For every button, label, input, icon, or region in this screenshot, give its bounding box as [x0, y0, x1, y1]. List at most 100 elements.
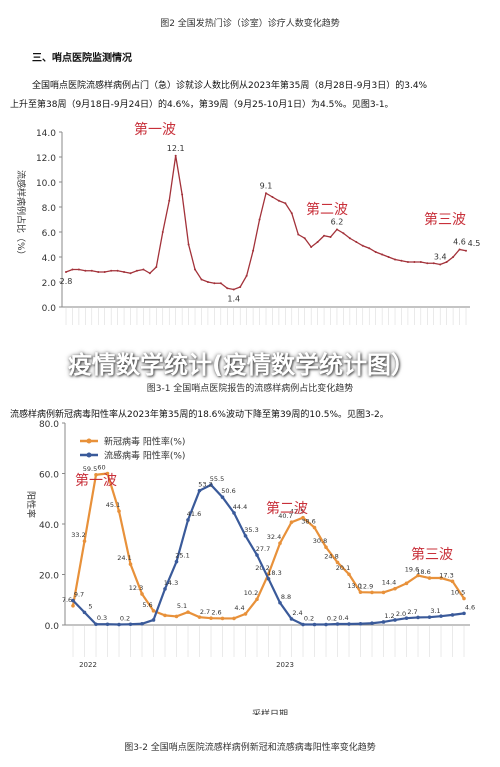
data-label: 6.2 [331, 218, 344, 227]
data-point [381, 620, 386, 624]
data-point [370, 590, 374, 595]
y-tick-label: 12.0 [36, 154, 56, 164]
data-label: 2.4 [292, 609, 302, 617]
data-label: 33.2 [71, 531, 85, 539]
data-point [197, 615, 202, 619]
data-label: 14.4 [382, 579, 396, 587]
data-point [186, 518, 190, 522]
data-point [310, 246, 313, 248]
data-label: 0.2 [120, 614, 130, 622]
legend-label: 流感病毒 阳性率(%) [104, 450, 185, 462]
data-label: 0.3 [97, 614, 107, 622]
data-point [312, 525, 317, 530]
data-point [84, 269, 87, 272]
data-label: 60 [97, 464, 105, 472]
data-label: 24.8 [324, 552, 338, 560]
data-label: 4.6 [465, 603, 475, 611]
data-point [329, 236, 332, 238]
data-point [163, 587, 167, 591]
data-point [140, 621, 144, 626]
data-label: 12.1 [167, 144, 185, 153]
year-label: 2022 [79, 661, 97, 669]
data-label: 13.0 [347, 582, 361, 590]
data-point [394, 258, 397, 261]
paragraph: 全国哨点医院流感样病例占门（急）诊就诊人数比例从2023年第35周（8月28日-… [32, 81, 428, 91]
data-label: 19.6 [405, 566, 419, 574]
data-label: 1.4 [227, 295, 240, 304]
data-point [406, 261, 409, 263]
data-point [432, 262, 435, 265]
data-point [271, 196, 274, 198]
data-point [361, 244, 364, 247]
data-point [416, 615, 420, 620]
data-point [368, 247, 371, 250]
data-label: 55.5 [210, 475, 224, 483]
data-point [110, 269, 113, 272]
data-point [427, 576, 432, 580]
data-point [358, 621, 363, 626]
data-label: 12.3 [129, 584, 143, 592]
data-label: 40.7 [278, 512, 292, 520]
y-tick-label: 8.0 [42, 204, 57, 214]
data-point [404, 581, 409, 586]
data-point [381, 253, 384, 256]
data-point [265, 192, 267, 195]
data-point [123, 271, 126, 273]
data-point [168, 199, 171, 202]
data-point [312, 622, 317, 627]
data-label: 2.7 [407, 608, 417, 616]
data-point [103, 271, 106, 273]
data-point [206, 281, 209, 283]
data-point [151, 618, 156, 622]
annotation: 第一波 [75, 472, 117, 489]
data-label: 2.0 [396, 610, 406, 618]
data-point [219, 282, 222, 285]
paragraph: 上升至第38周（9月18日-9月24日）的4.6%，第39周（9月25-10月1… [10, 100, 394, 110]
data-label: 44.4 [233, 503, 247, 511]
y-tick-label: 0.0 [45, 622, 60, 632]
data-point [105, 471, 110, 476]
data-point [347, 622, 351, 626]
top-caption: 图2 全国发热门诊（诊室）诊疗人数变化趋势 [160, 19, 340, 29]
data-point [232, 511, 236, 515]
data-point [374, 251, 377, 253]
annotation: 第三波 [424, 211, 466, 228]
data-point [445, 261, 448, 263]
annotation: 第三波 [411, 546, 453, 563]
x-axis-label: 采样日期 [252, 708, 288, 715]
y-tick-label: 10.0 [36, 179, 56, 189]
y-tick-label: 4.0 [42, 254, 57, 264]
data-point [427, 615, 432, 619]
data-point [323, 234, 326, 237]
data-point [393, 618, 397, 622]
data-point [255, 553, 259, 557]
figure-caption: 图3-2 全国哨点医院流感样病例新冠和流感病毒阳性率变化趋势 [124, 743, 376, 753]
data-label: 4.5 [468, 239, 481, 248]
data-label: 27.7 [256, 545, 270, 553]
data-label: 59.5 [83, 465, 97, 473]
data-label: 5.1 [177, 602, 187, 610]
data-point [77, 268, 80, 271]
data-point [155, 266, 158, 268]
chart: 0.0 2.0 4.0 6.0 8.0 10.0 12.0 14.0 2.8 12.1 1.4 9.1… [15, 121, 481, 325]
data-label: 9.1 [260, 181, 273, 190]
data-label: 38.6 [301, 518, 315, 526]
data-point [116, 269, 119, 272]
y-tick-label: 0.0 [42, 304, 57, 314]
data-point [450, 613, 455, 617]
data-point [404, 616, 409, 620]
data-label: 5 [88, 602, 92, 610]
data-label: 53.2 [198, 481, 212, 489]
data-label: 20.1 [336, 564, 350, 572]
data-point [465, 249, 467, 252]
data-point [186, 610, 190, 614]
data-point [243, 534, 248, 538]
y-tick-label: 20.0 [39, 572, 59, 582]
data-point [289, 617, 294, 621]
data-point [393, 586, 397, 591]
data-label: 24.1 [117, 554, 131, 562]
data-point [439, 614, 443, 618]
line-series [65, 155, 467, 291]
data-point [209, 616, 213, 620]
data-point [387, 256, 390, 258]
